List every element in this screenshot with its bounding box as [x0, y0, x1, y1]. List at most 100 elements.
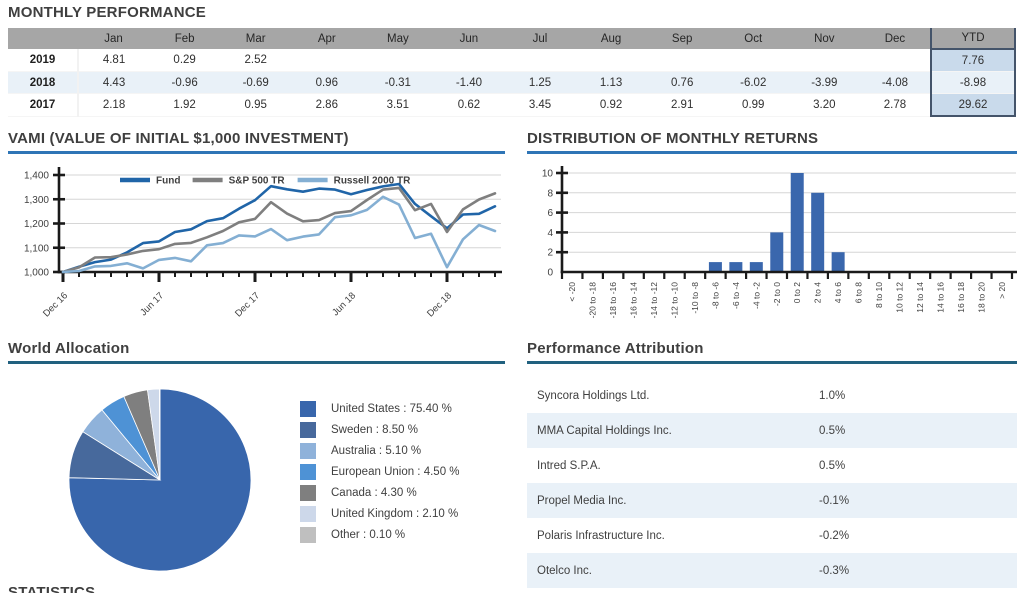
- attribution-row: Intred S.P.A. 0.5%: [527, 448, 1017, 483]
- svg-text:6 to 8: 6 to 8: [854, 282, 864, 304]
- return-cell: -6.02: [717, 71, 789, 94]
- attribution-row: Syncora Holdings Ltd. 1.0%: [527, 378, 1017, 413]
- attribution-row: Otelco Inc. -0.3%: [527, 553, 1017, 588]
- x-axis-labels: < -20 -20 to -18 -18 to -16 -16 to -14 -14 t…: [567, 282, 1007, 319]
- legend-label: Australia : 5.10 %: [331, 444, 422, 457]
- svg-text:1,400: 1,400: [24, 171, 49, 182]
- legend-item: Canada : 4.30 %: [300, 482, 460, 503]
- return-cell: [576, 49, 647, 72]
- svg-text:-16 to -14: -16 to -14: [629, 282, 639, 319]
- svg-text:2 to 4: 2 to 4: [813, 282, 823, 304]
- column-header: Apr: [291, 28, 363, 49]
- legend-swatch: [300, 526, 316, 543]
- year-cell: 2018: [8, 71, 79, 94]
- return-cell: 1.13: [575, 71, 647, 94]
- pie-slice-other: [159, 388, 161, 481]
- y-axis-labels: 0 2 4 6 8 10: [542, 169, 554, 279]
- svg-text:-2 to 0: -2 to 0: [772, 282, 782, 306]
- svg-text:-8 to -6: -8 to -6: [710, 282, 720, 309]
- bars: [708, 173, 845, 272]
- holding-contribution: -0.3%: [819, 564, 850, 577]
- attribution-row: MMA Capital Holdings Inc. 0.5%: [527, 413, 1017, 448]
- legend-swatch: [300, 505, 316, 522]
- axes: [556, 166, 1017, 279]
- column-header: YTD: [930, 28, 1016, 50]
- holding-name: Propel Media Inc.: [537, 494, 627, 507]
- svg-text:0: 0: [547, 268, 553, 279]
- world-allocation-title: World Allocation: [8, 340, 130, 357]
- column-header: Feb: [149, 28, 221, 49]
- return-cell: 4.43: [78, 71, 150, 94]
- legend-label: United Kingdom : 2.10 %: [331, 507, 459, 520]
- holding-contribution: 1.0%: [819, 389, 846, 402]
- return-cell: 1.25: [504, 71, 576, 94]
- holding-contribution: -0.2%: [819, 529, 850, 542]
- performance-attribution-section: Performance Attribution Syncora Holdings…: [527, 340, 1017, 588]
- bar: [831, 252, 845, 272]
- bar: [811, 192, 825, 272]
- vami-title: VAMI (VALUE OF INITIAL $1,000 INVESTMENT…: [8, 130, 349, 147]
- chart-legend: Fund S&P 500 TR Russell 2000 TR: [120, 176, 411, 187]
- svg-text:18 to 20: 18 to 20: [976, 282, 986, 313]
- holding-name: Intred S.P.A.: [537, 459, 601, 472]
- holding-name: Syncora Holdings Ltd.: [537, 389, 650, 402]
- return-cell: [718, 49, 789, 72]
- column-header: May: [362, 28, 434, 49]
- svg-text:Russell 2000 TR: Russell 2000 TR: [334, 176, 411, 187]
- column-header: Sep: [646, 28, 718, 49]
- return-cell: 0.99: [742, 98, 765, 111]
- svg-text:14 to 16: 14 to 16: [935, 282, 945, 313]
- column-header: Dec: [859, 28, 931, 49]
- svg-text:Jun 17: Jun 17: [138, 290, 166, 318]
- svg-text:12 to 14: 12 to 14: [915, 282, 925, 313]
- return-cell: 2.52: [244, 54, 267, 66]
- world-allocation-pie: [68, 388, 252, 572]
- svg-text:Jun 18: Jun 18: [330, 290, 358, 318]
- axes: [53, 167, 502, 282]
- legend-label: Other : 0.10 %: [331, 528, 406, 541]
- return-cell: 3.20: [813, 98, 836, 111]
- svg-text:< -20: < -20: [567, 282, 577, 302]
- legend-swatch: [300, 400, 316, 417]
- monthly-performance-title: MONTHLY PERFORMANCE: [8, 4, 206, 21]
- year-column-header: [8, 28, 78, 49]
- svg-text:-4 to -2: -4 to -2: [751, 282, 761, 309]
- legend-item: Sweden : 8.50 %: [300, 419, 460, 440]
- svg-text:16 to 18: 16 to 18: [956, 282, 966, 313]
- return-cell: 0.96: [291, 71, 363, 94]
- return-cell: [433, 49, 504, 72]
- legend-item: Other : 0.10 %: [300, 524, 460, 545]
- svg-text:10: 10: [542, 169, 554, 180]
- return-cell: 0.62: [457, 98, 481, 111]
- svg-text:-10 to -8: -10 to -8: [690, 282, 700, 314]
- return-cell: [860, 49, 931, 72]
- svg-text:-18 to -16: -18 to -16: [608, 282, 618, 319]
- legend-swatch: [300, 421, 316, 438]
- return-cell: [291, 49, 362, 72]
- bar: [790, 173, 804, 272]
- performance-attribution-title: Performance Attribution: [527, 340, 704, 357]
- legend-swatch: [300, 463, 316, 480]
- return-cell: [504, 49, 575, 72]
- svg-text:1,000: 1,000: [24, 268, 49, 279]
- return-cell: 2.18: [102, 98, 126, 111]
- svg-text:8: 8: [547, 188, 553, 199]
- return-cell: 0.95: [244, 98, 267, 111]
- holding-contribution: 0.5%: [819, 459, 846, 472]
- svg-text:4 to 6: 4 to 6: [833, 282, 843, 304]
- legend-swatch: [300, 442, 316, 459]
- legend-item: European Union : 4.50 %: [300, 461, 460, 482]
- fund-line: [61, 182, 497, 274]
- legend-label: United States : 75.40 %: [331, 402, 452, 415]
- svg-text:-12 to -10: -12 to -10: [670, 282, 680, 319]
- column-header: Aug: [575, 28, 647, 49]
- svg-text:> 20: > 20: [997, 282, 1007, 299]
- attribution-list: Syncora Holdings Ltd. 1.0% MMA Capital Hol…: [527, 378, 1017, 588]
- column-header: Jun: [433, 28, 505, 49]
- attribution-row: Propel Media Inc. -0.1%: [527, 483, 1017, 518]
- return-cell: 4.81: [102, 54, 126, 66]
- statistics-title: STATISTICS: [8, 584, 96, 593]
- legend-label: Sweden : 8.50 %: [331, 423, 418, 436]
- distribution-bar-chart: 0 2 4 6 8 10 < -20 -20 to -18 -18 to -16 -16 to -…: [542, 166, 1017, 319]
